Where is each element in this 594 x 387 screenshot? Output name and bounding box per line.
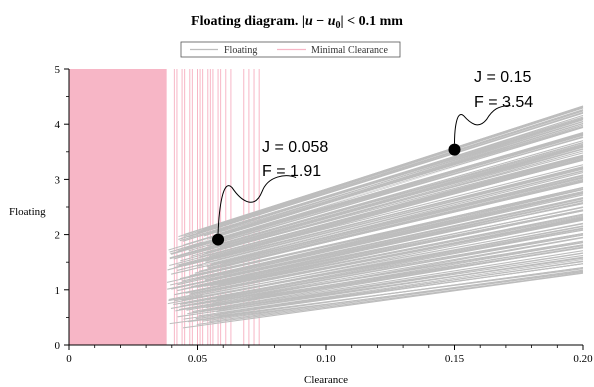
floating-line [206,159,584,260]
floating-line [188,111,584,238]
floating-line [205,166,584,262]
floating-line [179,233,584,307]
y-tick-label: 4 [55,119,61,131]
floating-line [171,200,584,290]
floating-line [208,158,584,257]
title-var-u0: u [328,14,336,29]
y-tick-label: 1 [55,285,61,297]
floating-line [218,240,584,302]
floating-line [195,268,584,320]
floating-line [201,250,584,312]
floating-line [198,227,584,299]
annotation-marker-2 [448,143,461,156]
floating-line-gap [202,128,584,243]
floating-line [183,263,584,320]
legend-label-minimal-clearance: Minimal Clearance [311,45,388,56]
floating-line [194,180,584,274]
minimal-clearance-region [69,69,167,345]
floating-line [182,272,584,329]
y-tick-label: 2 [55,230,61,242]
floating-line [202,142,584,251]
floating-line [218,152,584,250]
title-var-u: u [305,14,313,29]
x-tick-label: 0.20 [573,353,593,365]
y-tick-label: 3 [55,174,61,186]
annotation-leader-2 [454,105,511,144]
x-axis-label: Clearance [304,374,348,386]
floating-line [179,186,584,280]
annotation-1-line1: J = 0.058 [262,139,328,156]
floating-line [187,271,584,323]
minimal-clearance-fill [69,69,167,345]
floating-line [196,272,584,326]
floating-line [170,134,584,255]
floating-line [170,192,584,286]
x-axis-ticks: 0 0.05 0.10 0.15 0.20 [66,345,593,365]
floating-line [211,174,584,266]
annotation-1-line2: F = 1.91 [262,163,321,180]
floating-line [197,206,584,288]
floating-lines [166,105,584,329]
y-axis-label: Floating [9,206,46,218]
floating-line [218,233,584,297]
legend: Floating Minimal Clearance [180,41,401,58]
floating-line [207,178,584,270]
chart-title: Floating diagram. |u − u0| < 0.1 mm [191,14,403,31]
title-abs-open: | [302,14,305,29]
floating-line [167,199,584,290]
title-rest: < 0.1 mm [344,14,404,29]
floating-line [204,197,584,281]
floating-line-gap [202,224,584,296]
floating-line [193,145,584,254]
floating-line [166,188,584,283]
floating-line [219,260,584,314]
floating-line [173,219,584,302]
floating-line [222,194,584,276]
floating-line [199,117,584,237]
y-axis-ticks: 0 1 2 3 4 5 [55,64,69,352]
x-tick-label: 0.10 [316,353,336,365]
floating-line [189,218,584,295]
floating-line [212,245,584,304]
title-abs-close: | [341,14,344,29]
floating-line [204,210,584,287]
floating-line [183,122,584,246]
floating-line [215,120,584,234]
title-minus: − [313,14,328,29]
y-tick-label: 0 [55,340,61,352]
annotation-2-line1: J = 0.15 [474,69,531,86]
floating-line [170,236,584,310]
annotation-marker-1 [212,233,225,246]
floating-line [192,241,584,306]
annotations: J = 0.058 F = 1.91 J = 0.15 F = 3.54 [212,69,533,246]
floating-line [205,246,584,309]
floating-line [168,223,584,302]
title-subscript-zero: 0 [336,20,341,31]
floating-line [202,105,584,231]
floating-line-gap [202,169,584,265]
annotation-2-line2: F = 3.54 [474,94,533,111]
x-tick-label: 0.05 [188,353,208,365]
floating-line [194,133,584,248]
chart-title-text: Floating diagram. [191,14,298,29]
floating-line [198,258,584,317]
x-tick-label: 0 [66,353,72,365]
floating-line [180,109,584,240]
x-tick-label: 0.15 [445,353,465,365]
floating-line [190,252,584,314]
floating-line [217,168,584,261]
floating-line [175,242,584,312]
annotation-leader-1 [217,175,297,234]
floating-line [181,190,584,282]
y-tick-label: 5 [55,64,61,76]
floating-line [201,155,584,258]
floating-line-gap [202,258,584,315]
legend-label-floating: Floating [224,45,257,56]
